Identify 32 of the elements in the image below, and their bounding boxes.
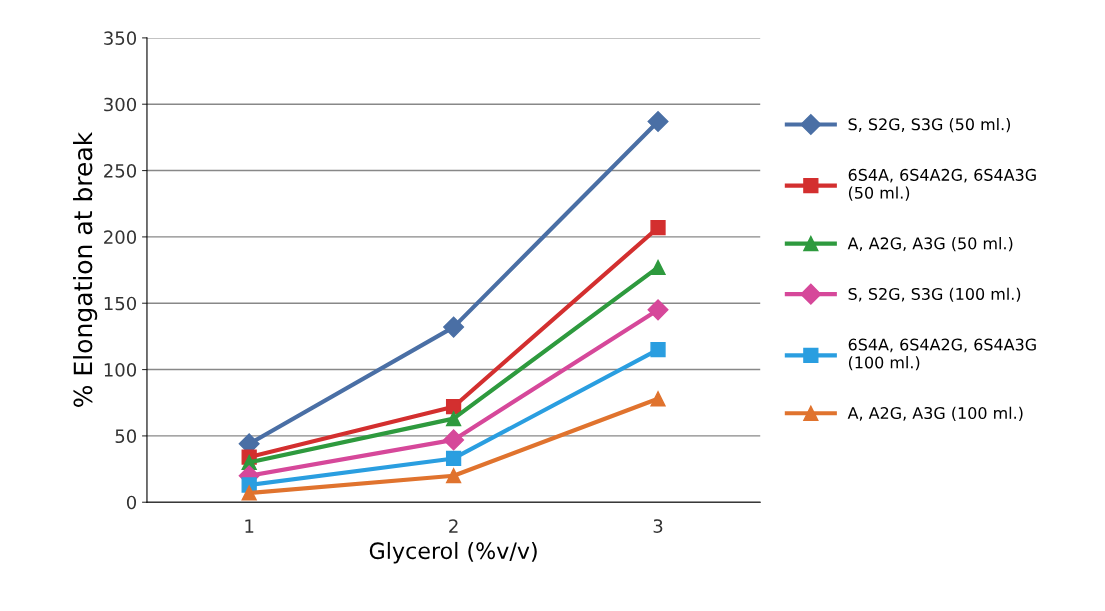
point — [445, 450, 462, 467]
x-tick-label: 2 — [449, 519, 458, 533]
y-axis-title: % Elongation at break — [73, 131, 98, 407]
point — [650, 342, 666, 358]
y-tick-label: 350 — [104, 31, 137, 45]
point — [445, 468, 462, 484]
y-tick-label: 300 — [104, 97, 137, 112]
legend-label: S, S2G, S3G (100 ml.) — [848, 287, 1021, 302]
point — [650, 391, 666, 407]
point — [443, 316, 465, 338]
legend-label: S, S2G, S3G (50 ml.) — [848, 117, 1011, 133]
point — [650, 259, 666, 276]
legend-label: A, A2G, A3G (50 ml.) — [847, 237, 1013, 252]
point — [445, 399, 462, 415]
point — [647, 110, 669, 132]
y-tick-label: 200 — [104, 230, 137, 245]
point — [445, 411, 462, 427]
point — [647, 299, 669, 321]
point — [650, 219, 666, 236]
y-tick-label: 100 — [104, 363, 137, 377]
x-tick-label: 1 — [245, 519, 254, 533]
point — [443, 429, 465, 451]
y-tick-label: 50 — [115, 429, 137, 444]
x-axis-title: Glycerol (%v/v) — [369, 541, 537, 564]
y-tick-label: 250 — [104, 164, 137, 178]
legend-label: 6S4A, 6S4A2G, 6S4A3G (100 ml.) — [848, 338, 1036, 371]
y-tick-label: 0 — [126, 495, 137, 510]
point — [241, 485, 257, 501]
legend-label: 6S4A, 6S4A2G, 6S4A3G (50 ml.) — [848, 168, 1036, 201]
legend-label: A, A2G, A3G (100 ml.) — [847, 406, 1023, 421]
x-tick-label: 3 — [653, 519, 663, 533]
y-tick-label: 150 — [104, 296, 137, 311]
